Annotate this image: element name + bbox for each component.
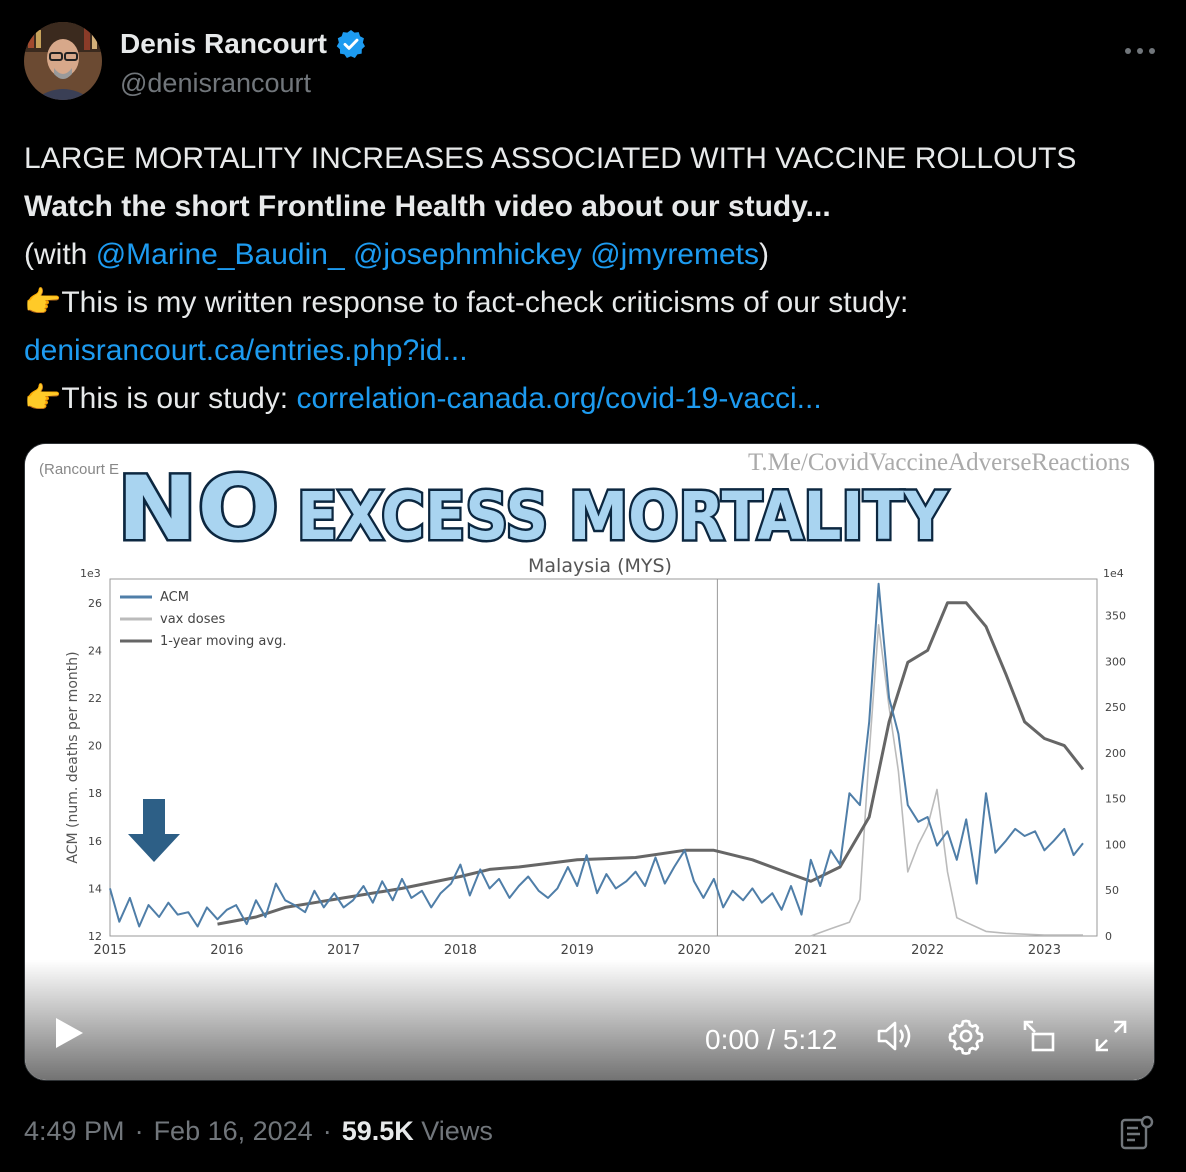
tweet-line-5: denisrancourt.ca/entries.php?id... <box>24 327 1164 375</box>
y-tick-label-right: 100 <box>1105 838 1126 851</box>
y-tick-label-right: 0 <box>1105 930 1112 943</box>
play-icon[interactable] <box>53 1016 85 1050</box>
analytics-icon[interactable] <box>1118 1114 1156 1157</box>
settings-gear-icon[interactable] <box>947 1017 985 1055</box>
pointing-hand-icon: 👉 <box>24 382 62 415</box>
meta-separator: · <box>134 1116 144 1146</box>
tweet-line-4: 👉This is my written response to fact-che… <box>24 279 1164 327</box>
x-tick-label: 2016 <box>210 943 243 958</box>
x-tick-label: 2015 <box>93 943 126 958</box>
author-avatar[interactable] <box>24 22 102 100</box>
y-tick-label-left: 24 <box>88 644 102 657</box>
y-tick-label-right: 50 <box>1105 884 1119 897</box>
meta-separator: · <box>322 1116 332 1146</box>
link-denisrancourt[interactable]: denisrancourt.ca/entries.php?id... <box>24 334 468 367</box>
series-line-2 <box>810 624 1083 937</box>
y-tick-label-left: 18 <box>88 787 102 800</box>
y-tick-label-left: 14 <box>88 882 102 895</box>
x-tick-label: 2020 <box>677 943 710 958</box>
mention-josephmhickey[interactable]: @josephmhickey <box>352 238 582 271</box>
legend-entry: vax doses <box>160 612 225 627</box>
down-arrow-icon <box>128 799 180 862</box>
tweet-line-1: LARGE MORTALITY INCREASES ASSOCIATED WIT… <box>24 142 1077 175</box>
tweet-line-3-prefix: (with <box>24 238 96 271</box>
tweet-line-4-text: This is my written response to fact-chec… <box>61 286 909 319</box>
author-name[interactable]: Denis Rancourt <box>120 28 327 59</box>
source-label: (Rancourt E <box>39 461 119 478</box>
views-info: 59.5K Views <box>342 1116 493 1147</box>
mention-jmyremets[interactable]: @jmyremets <box>590 238 759 271</box>
volume-icon[interactable] <box>875 1018 915 1054</box>
y-multiplier-right: 1e4 <box>1103 567 1124 580</box>
x-tick-label: 2021 <box>794 943 827 958</box>
tweet-line-6: 👉This is our study: correlation-canada.o… <box>24 375 1164 423</box>
avatar-image <box>24 22 102 100</box>
link-correlation-canada[interactable]: correlation-canada.org/covid-19-vacci... <box>296 382 822 415</box>
more-options-icon[interactable] <box>1124 32 1156 63</box>
tweet-date[interactable]: Feb 16, 2024 <box>153 1116 313 1146</box>
tweet-line-3: (with @Marine_Baudin_ @josephmhickey @jm… <box>24 231 1164 279</box>
mention-marine-baudin[interactable]: @Marine_Baudin_ <box>95 238 345 271</box>
y-tick-label-right: 350 <box>1105 610 1126 623</box>
author-name-row: Denis Rancourt <box>120 26 367 62</box>
y-multiplier-left: 1e3 <box>80 567 101 580</box>
verified-badge-icon[interactable] <box>335 28 367 60</box>
tweet-time[interactable]: 4:49 PM <box>24 1116 125 1146</box>
x-tick-label: 2019 <box>561 943 594 958</box>
views-count: 59.5K <box>341 1116 414 1146</box>
y-tick-label-right: 200 <box>1105 747 1126 760</box>
picture-in-picture-icon[interactable] <box>1021 1018 1057 1054</box>
y-tick-label-left: 16 <box>88 835 102 848</box>
y-tick-label-right: 300 <box>1105 655 1126 668</box>
video-player[interactable]: (Rancourt E T.Me/CovidVaccineAdverseReac… <box>24 443 1155 1081</box>
fullscreen-icon[interactable] <box>1093 1018 1129 1054</box>
series-line-1 <box>217 601 1085 926</box>
y-tick-label-left: 26 <box>88 597 102 610</box>
legend-entry: 1-year moving avg. <box>160 634 286 649</box>
x-tick-label: 2023 <box>1028 943 1061 958</box>
chart-title: Malaysia (MYS) <box>528 555 672 577</box>
y-tick-label-left: 12 <box>88 930 102 943</box>
y-tick-label-right: 150 <box>1105 793 1126 806</box>
plot-area: 2015 2016 2017 2018 2019 2020 2021 2022 20231214… <box>65 567 1126 958</box>
tweet-line-3-suffix: ) <box>759 238 769 271</box>
y-axis-label: ACM (num. deaths per month) <box>65 651 81 863</box>
overlay-title-no: NO <box>117 457 279 560</box>
series-line-0 <box>109 582 1084 928</box>
x-tick-label: 2022 <box>911 943 944 958</box>
x-tick-label: 2018 <box>444 943 477 958</box>
tweet-line-6-text: This is our study: <box>61 382 297 415</box>
plot-frame <box>109 578 1098 937</box>
tweet-meta: 4:49 PM · Feb 16, 2024 · 59.5K Views <box>24 1116 493 1147</box>
y-tick-label-left: 22 <box>88 692 102 705</box>
video-timecode: 0:00 / 5:12 <box>705 1024 838 1055</box>
tweet-line-2: Watch the short Frontline Health video a… <box>24 190 831 223</box>
pointing-hand-icon: 👉 <box>24 286 62 319</box>
x-tick-label: 2017 <box>327 943 360 958</box>
watermark: T.Me/CovidVaccineAdverseReactions <box>748 449 1130 476</box>
overlay-title-rest: EXCESS MORTALITY <box>297 478 948 555</box>
author-handle[interactable]: @denisrancourt <box>120 68 312 98</box>
legend-entry: ACM <box>160 590 189 605</box>
y-tick-label-right: 250 <box>1105 701 1126 714</box>
views-label: Views <box>421 1116 493 1146</box>
tweet-text: LARGE MORTALITY INCREASES ASSOCIATED WIT… <box>24 135 1164 423</box>
y-tick-label-left: 20 <box>88 740 102 753</box>
